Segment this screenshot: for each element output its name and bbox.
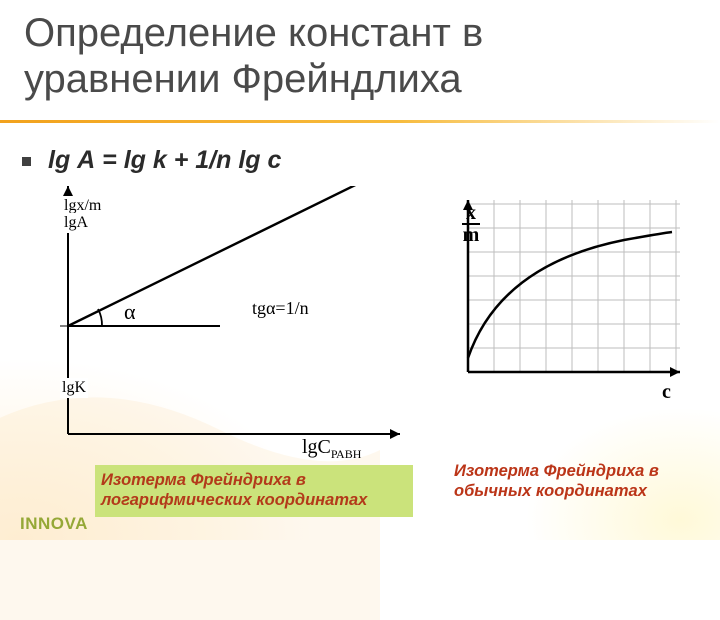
slide-title: Определение констант в уравнении Фрейндл… [24,10,684,102]
label-lgcrab: lgCРАВН [300,435,363,462]
frac-num: x [462,204,480,225]
label-xm: x m [460,203,482,245]
label-tga: tgα=1/n [250,298,311,320]
svg-text:α: α [124,299,136,324]
equation-text: lg А = lg k + 1/n lg c [48,146,281,175]
label-lga: lgA [62,213,90,233]
label-lgk: lgK [60,378,88,398]
label-c: c [660,380,673,404]
frac-den: m [462,225,480,244]
graph-log: α [60,186,410,456]
title-underline [0,120,720,123]
caption-left: Изотерма Фрейндриха в логарифмических ко… [95,465,413,517]
lgc-sub: РАВН [331,447,361,461]
graph-normal [454,200,684,405]
bullet-icon [22,157,31,166]
caption-right: Изотерма Фрейндриха в обычных координата… [454,462,714,502]
lgc-text: lgC [302,436,331,458]
footer-brand: INNOVA [20,514,88,534]
